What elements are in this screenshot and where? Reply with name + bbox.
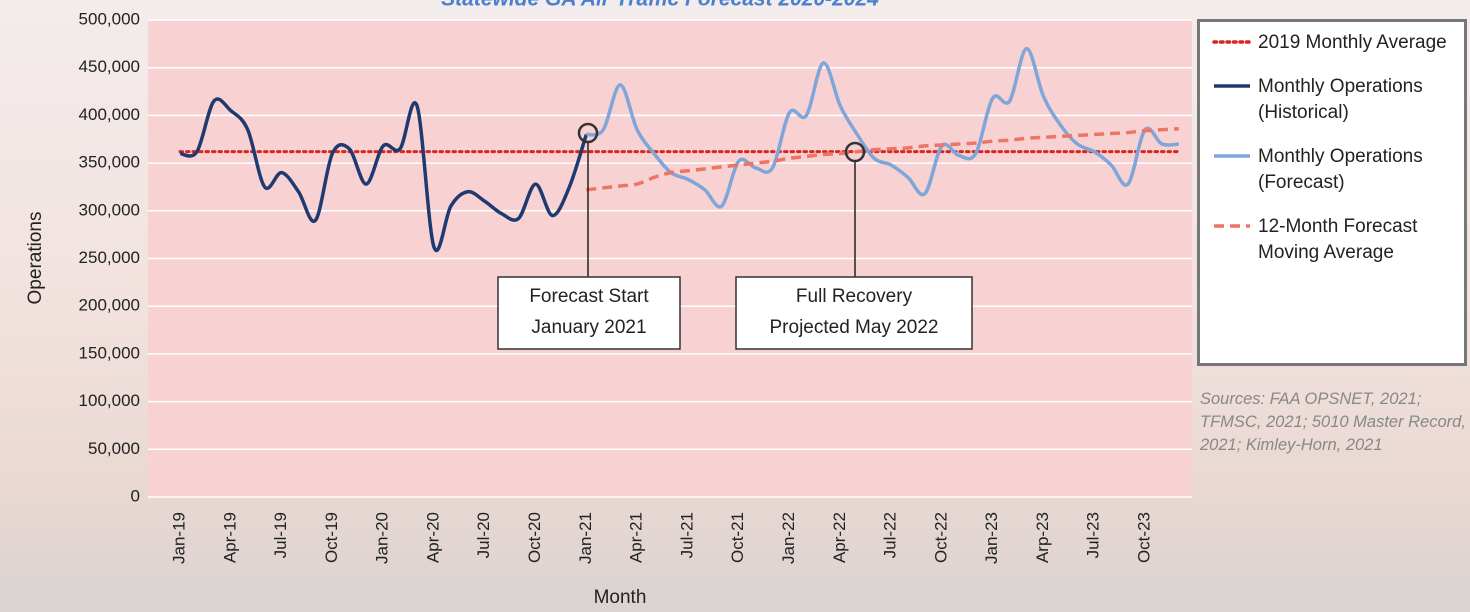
legend-swatch bbox=[1212, 218, 1252, 234]
legend-item: Monthly Operations (Historical) bbox=[1212, 74, 1458, 126]
x-tick-label: Jul-22 bbox=[881, 512, 900, 558]
x-tick-label: Jan-23 bbox=[982, 512, 1001, 564]
y-axis-title: Operations bbox=[25, 212, 46, 305]
x-tick-label: Jan-21 bbox=[576, 512, 595, 564]
legend-label: Monthly Operations (Historical) bbox=[1258, 74, 1458, 126]
x-tick-label: Jan-22 bbox=[779, 512, 798, 564]
legend-swatch bbox=[1212, 148, 1252, 164]
y-tick-label: 50,000 bbox=[88, 439, 140, 458]
chart-title: Statewide GA Air Traffic Forecast 2020-2… bbox=[441, 0, 879, 11]
annotation-text: January 2021 bbox=[531, 317, 646, 338]
legend-label: 2019 Monthly Average bbox=[1258, 30, 1447, 56]
y-tick-label: 0 bbox=[131, 486, 140, 505]
legend-item: 2019 Monthly Average bbox=[1212, 30, 1458, 56]
x-tick-label: Jan-20 bbox=[373, 512, 392, 564]
y-tick-label: 450,000 bbox=[79, 57, 140, 76]
x-tick-label: Oct-22 bbox=[931, 512, 950, 563]
x-tick-label: Jul-20 bbox=[474, 512, 493, 558]
x-tick-label: Jan-19 bbox=[169, 512, 188, 564]
x-tick-label: Jul-23 bbox=[1084, 512, 1103, 558]
y-tick-label: 500,000 bbox=[79, 9, 140, 28]
legend: 2019 Monthly Average Monthly Operations (… bbox=[1197, 19, 1467, 366]
annotation-text: Full Recovery bbox=[796, 286, 913, 307]
x-tick-label: Oct-21 bbox=[728, 512, 747, 563]
legend-item: 12-Month Forecast Moving Average bbox=[1212, 214, 1458, 266]
annotation-text: Projected May 2022 bbox=[770, 317, 939, 338]
y-tick-label: 200,000 bbox=[79, 296, 140, 315]
y-tick-label: 400,000 bbox=[79, 105, 140, 124]
y-tick-label: 250,000 bbox=[79, 248, 140, 267]
x-tick-label: Oct-20 bbox=[525, 512, 544, 563]
source-note: Sources: FAA OPSNET, 2021; TFMSC, 2021; … bbox=[1200, 388, 1468, 457]
y-tick-label: 100,000 bbox=[79, 391, 140, 410]
legend-label: Monthly Operations (Forecast) bbox=[1258, 144, 1458, 196]
x-axis-title: Month bbox=[594, 587, 647, 608]
x-tick-label: Arp-23 bbox=[1033, 512, 1052, 563]
page: Statewide GA Air Traffic Forecast 2020-2… bbox=[0, 0, 1470, 612]
x-tick-label: Apr-19 bbox=[220, 512, 239, 563]
legend-swatch bbox=[1212, 78, 1252, 94]
x-tick-label: Apr-22 bbox=[830, 512, 849, 563]
x-tick-label: Oct-23 bbox=[1134, 512, 1153, 563]
x-tick-label: Apr-21 bbox=[627, 512, 646, 563]
legend-label: 12-Month Forecast Moving Average bbox=[1258, 214, 1458, 266]
x-tick-label: Apr-20 bbox=[423, 512, 442, 563]
y-tick-label: 300,000 bbox=[79, 200, 140, 219]
annotation-text: Forecast Start bbox=[529, 286, 649, 307]
y-tick-label: 350,000 bbox=[79, 153, 140, 172]
x-tick-label: Jul-21 bbox=[677, 512, 696, 558]
legend-item: Monthly Operations (Forecast) bbox=[1212, 144, 1458, 196]
x-tick-label: Jul-19 bbox=[271, 512, 290, 558]
x-tick-label: Oct-19 bbox=[322, 512, 341, 563]
y-tick-label: 150,000 bbox=[79, 343, 140, 362]
legend-swatch bbox=[1212, 34, 1252, 50]
